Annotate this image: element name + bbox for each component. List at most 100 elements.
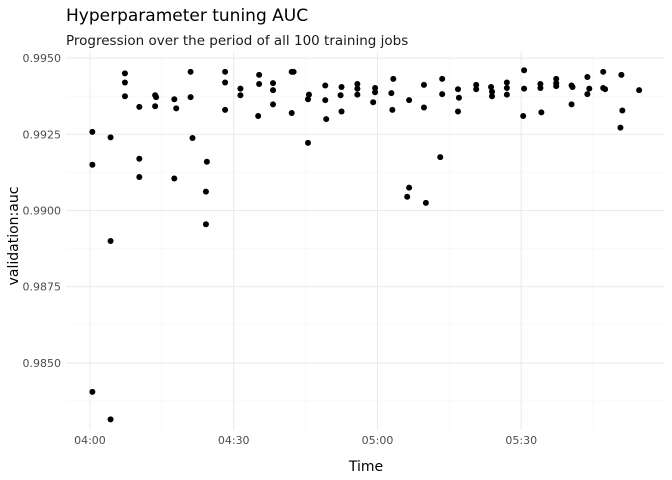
y-tick-label: 0.9900 — [23, 205, 62, 218]
data-point — [222, 68, 229, 75]
y-tick-label: 0.9925 — [23, 128, 62, 141]
data-point — [439, 91, 446, 98]
y-axis-label: validation:auc — [6, 187, 22, 286]
data-point — [270, 87, 277, 94]
data-point — [121, 79, 128, 86]
data-point — [619, 107, 626, 114]
data-point — [439, 75, 446, 82]
data-point — [171, 96, 178, 103]
data-point — [270, 80, 277, 87]
data-point — [473, 86, 480, 93]
data-point — [322, 82, 329, 89]
data-point — [553, 75, 560, 82]
data-point — [187, 94, 194, 101]
data-point — [121, 70, 128, 77]
x-tick-label: 04:30 — [218, 434, 250, 447]
plot-grid — [66, 52, 665, 430]
data-point — [454, 86, 461, 93]
data-point — [569, 84, 576, 91]
data-point — [222, 106, 229, 113]
data-point — [520, 113, 527, 120]
data-point — [153, 94, 160, 101]
chart-title: Hyperparameter tuning AUC — [66, 6, 308, 26]
data-point — [107, 238, 114, 244]
data-point — [489, 88, 496, 95]
data-point — [270, 101, 277, 108]
data-point — [187, 68, 194, 75]
data-point — [404, 193, 411, 200]
data-point — [503, 84, 510, 91]
data-point — [420, 81, 427, 88]
data-point — [89, 161, 96, 168]
data-point — [305, 91, 312, 98]
data-point — [202, 221, 209, 228]
x-axis-label: Time — [348, 459, 383, 475]
data-point — [372, 84, 379, 91]
data-point — [406, 97, 413, 104]
data-point — [538, 109, 545, 116]
data-point — [437, 154, 444, 161]
data-point — [370, 99, 377, 106]
data-point — [222, 79, 229, 86]
data-point — [584, 73, 591, 80]
data-point — [136, 173, 143, 180]
data-point — [584, 91, 591, 98]
data-point — [322, 97, 329, 104]
data-point — [256, 81, 263, 88]
data-point — [454, 108, 461, 115]
data-point — [503, 79, 510, 86]
data-point — [255, 113, 262, 120]
data-point — [171, 175, 178, 182]
x-axis-ticks: 04:00 04:30 05:00 05:30 — [74, 434, 537, 447]
data-point — [455, 94, 462, 101]
data-point — [473, 81, 480, 88]
data-point — [354, 81, 361, 88]
data-point — [406, 184, 413, 191]
x-tick-label: 04:00 — [74, 434, 106, 447]
y-tick-label: 0.9850 — [23, 357, 62, 370]
data-point — [107, 134, 114, 141]
data-point — [617, 124, 624, 131]
data-point — [121, 93, 128, 100]
data-point — [136, 103, 143, 110]
data-point — [237, 92, 244, 99]
data-point — [338, 108, 345, 115]
x-tick-label: 05:30 — [505, 434, 537, 447]
data-point — [488, 84, 495, 91]
data-point — [568, 101, 575, 108]
y-tick-label: 0.9950 — [23, 52, 62, 65]
data-point — [388, 90, 395, 97]
data-point — [89, 128, 96, 135]
data-point — [372, 89, 379, 96]
data-point — [521, 85, 528, 92]
data-point — [202, 188, 209, 195]
data-point — [489, 93, 496, 100]
data-point — [288, 109, 295, 116]
data-point — [136, 155, 143, 162]
data-point — [89, 388, 96, 395]
data-point — [290, 68, 297, 75]
data-point — [237, 85, 244, 92]
data-point — [256, 71, 263, 78]
data-point — [636, 87, 643, 94]
data-point — [304, 96, 311, 103]
data-point — [600, 68, 607, 75]
data-point — [323, 116, 330, 123]
data-point — [618, 71, 625, 78]
data-point — [189, 134, 196, 141]
data-point — [107, 416, 114, 423]
data-point — [354, 85, 361, 92]
data-point — [389, 106, 396, 113]
data-point — [553, 83, 560, 90]
y-axis-ticks: 0.9850 0.9875 0.9900 0.9925 0.9950 — [23, 52, 62, 370]
data-point — [521, 67, 528, 74]
y-tick-label: 0.9875 — [23, 281, 62, 294]
data-point — [586, 85, 593, 92]
data-point — [422, 199, 429, 206]
data-point — [503, 91, 510, 98]
data-point — [304, 139, 311, 146]
data-point — [537, 84, 544, 91]
x-tick-label: 05:00 — [362, 434, 394, 447]
data-point — [338, 84, 345, 91]
